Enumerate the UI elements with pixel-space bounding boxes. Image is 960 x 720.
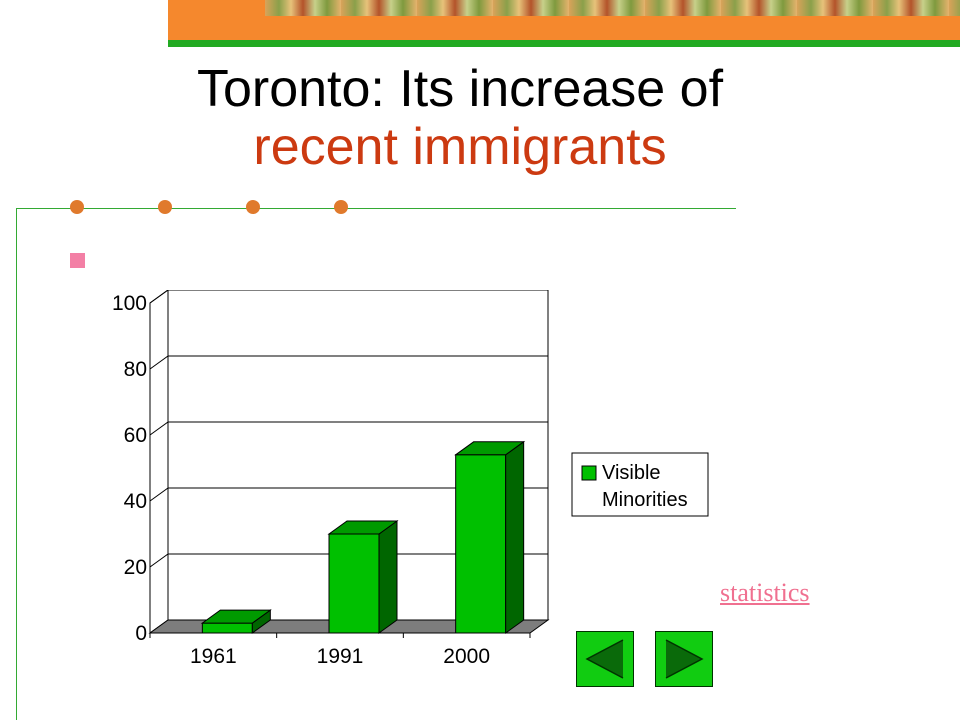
title-line-2: recent immigrants	[253, 118, 667, 176]
bar-top	[327, 520, 399, 535]
bar-side	[378, 520, 398, 634]
frame-vertical-line	[16, 208, 17, 720]
x-tick-label: 2000	[443, 645, 490, 668]
legend-swatch	[581, 465, 597, 481]
bar-front	[328, 533, 380, 634]
decor-dot-4	[334, 200, 348, 214]
title-line-1: Toronto: Its increase of	[196, 60, 724, 118]
decor-dot-1	[70, 200, 84, 214]
triangle-right-icon	[665, 639, 704, 679]
bullet-square	[70, 253, 85, 268]
next-slide-button[interactable]	[655, 631, 713, 687]
statistics-link[interactable]: statistics	[720, 578, 810, 607]
y-tick-label: 40	[124, 490, 147, 513]
decor-dot-2	[158, 200, 172, 214]
bar-front	[455, 454, 507, 634]
bar-front	[201, 622, 253, 634]
bar-top	[454, 441, 526, 456]
legend-box	[571, 452, 709, 517]
triangle-left-icon	[585, 639, 624, 679]
banner-accent-line	[168, 40, 960, 47]
header-banner	[168, 0, 960, 40]
gridline	[149, 421, 548, 436]
y-tick-label: 80	[124, 358, 147, 381]
x-tick-label: 1961	[190, 645, 237, 668]
y-tick-label: 20	[124, 556, 147, 579]
gridline	[149, 355, 548, 370]
x-tick-label: 1991	[317, 645, 364, 668]
visible-minorities-chart: 0 20 40 60 80 100 1961 1991 2000 Visible Minoritie…	[112, 290, 709, 668]
gridline	[149, 290, 548, 304]
banner-photo-strip	[265, 0, 960, 16]
bar-top	[200, 609, 272, 624]
bar-side	[505, 440, 525, 634]
y-tick-label: 60	[124, 424, 147, 447]
legend-label: Visible Minorities	[602, 462, 688, 511]
previous-slide-button[interactable]	[576, 631, 634, 687]
decor-dot-3	[246, 200, 260, 214]
chart-side-wall	[149, 290, 169, 634]
y-tick-label: 100	[112, 292, 147, 315]
frame-horizontal-line	[16, 208, 736, 209]
slide-title: Toronto: Its increase of recent immigran…	[150, 60, 770, 176]
gridline	[149, 553, 548, 568]
y-tick-label: 0	[135, 622, 147, 645]
gridline	[149, 487, 548, 502]
